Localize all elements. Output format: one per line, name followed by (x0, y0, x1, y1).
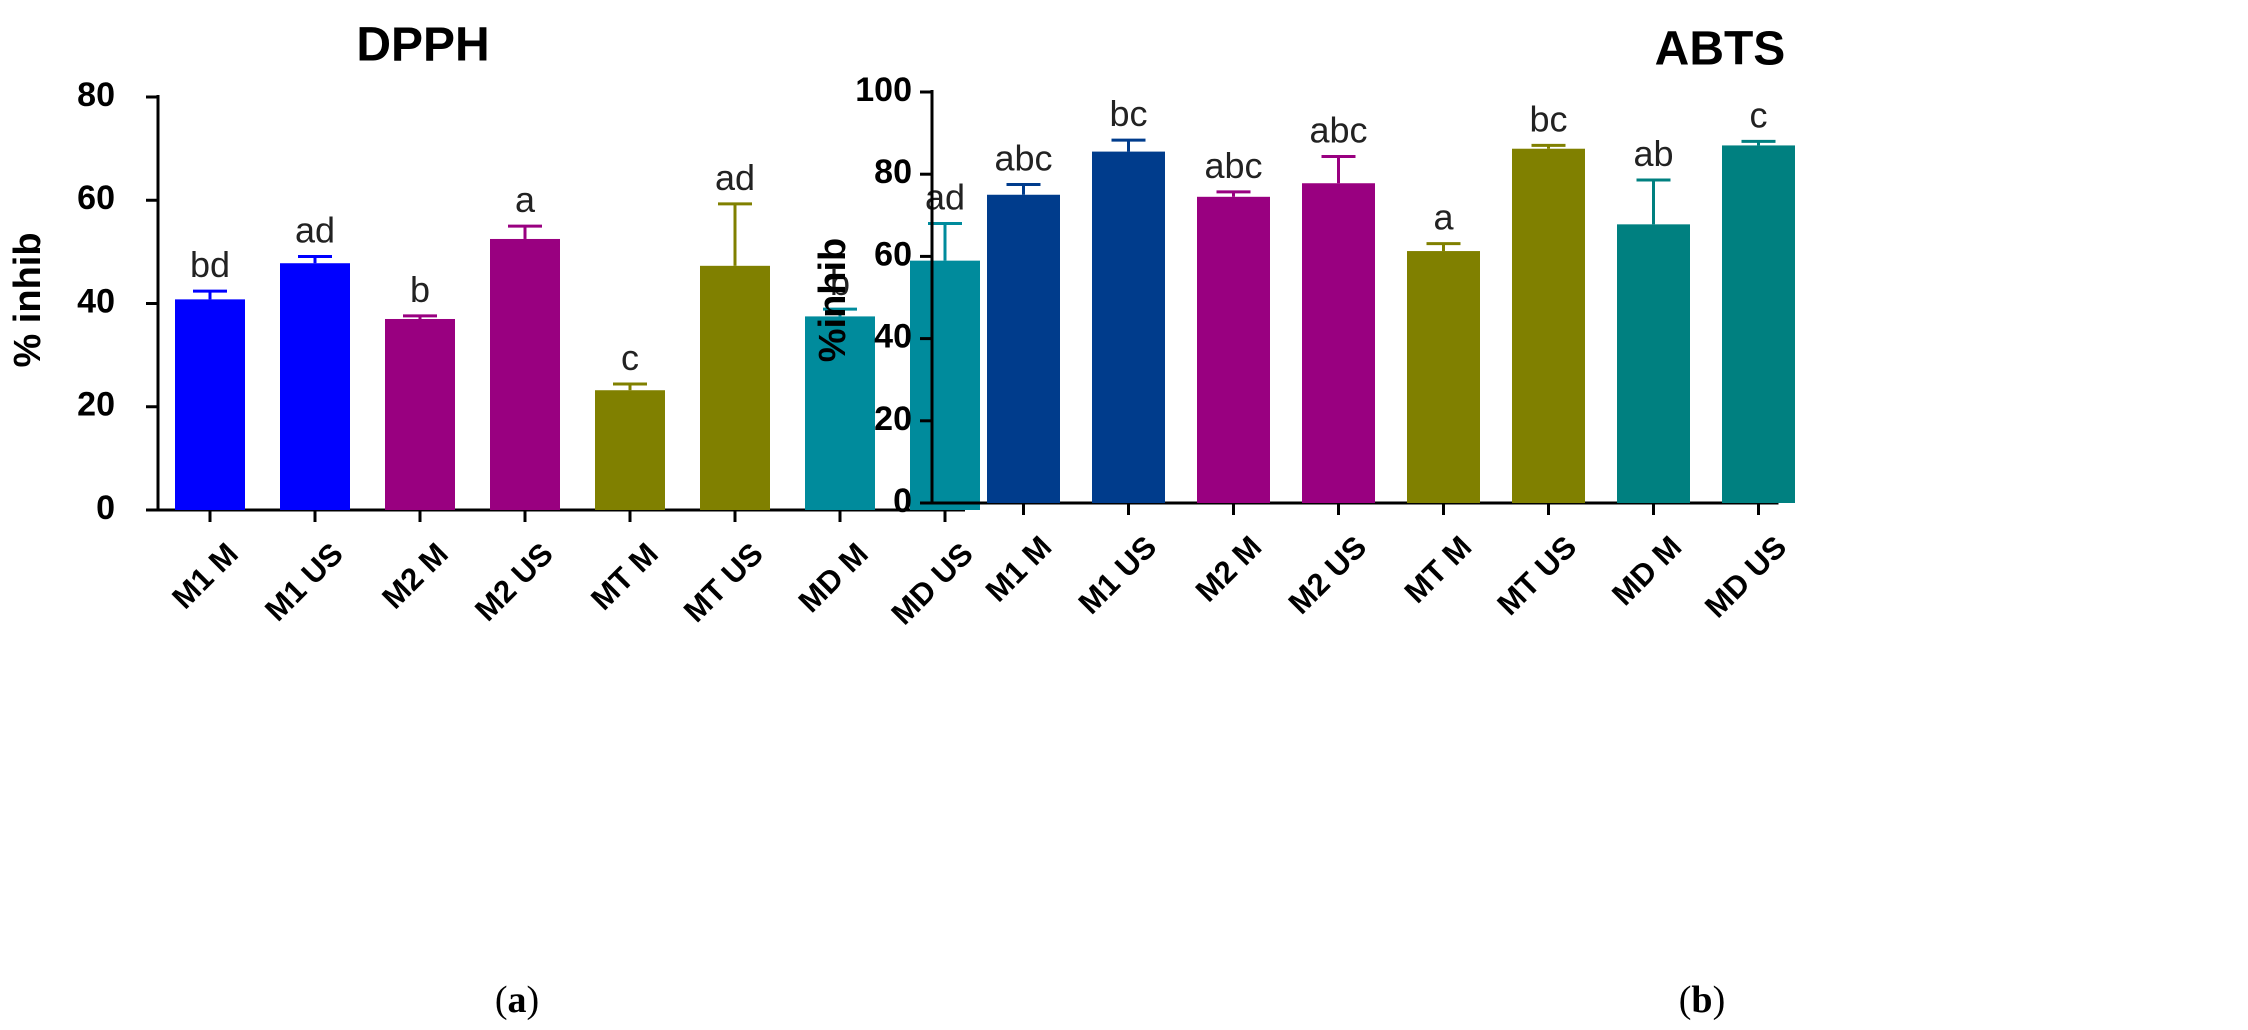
bar (1512, 148, 1585, 503)
y-tick-label: 60 (874, 235, 912, 273)
significance-label: a (515, 179, 536, 220)
category-label: MT US (1490, 529, 1583, 622)
category-label: MT M (1398, 529, 1479, 610)
significance-label: abc (1204, 145, 1262, 186)
category-label: M1 US (1072, 529, 1164, 621)
y-tick-label: 60 (77, 179, 115, 217)
category-label: M2 US (1282, 529, 1374, 621)
category-label: MD US (884, 536, 979, 631)
y-tick-label: 100 (855, 71, 912, 109)
y-tick-label: 80 (874, 153, 912, 191)
bar (1092, 151, 1165, 503)
significance-label: abc (994, 137, 1052, 178)
y-tick-label: 40 (77, 282, 115, 320)
category-label: M1 M (979, 529, 1059, 609)
chart-title: DPPH (356, 19, 489, 72)
bar (1722, 145, 1795, 503)
significance-label: abc (1309, 110, 1367, 151)
bar (1197, 196, 1270, 503)
y-tick-label: 0 (893, 482, 912, 520)
y-tick-label: 80 (77, 76, 115, 114)
significance-label: b (830, 262, 850, 303)
bar (987, 194, 1060, 503)
category-label: MD US (1698, 529, 1793, 624)
category-label: MD M (1605, 529, 1688, 612)
significance-label: c (1750, 94, 1768, 135)
category-label: M2 US (468, 536, 560, 628)
significance-label: c (621, 337, 639, 378)
category-label: M2 M (1189, 529, 1269, 609)
category-label: M1 US (258, 536, 350, 628)
bar (805, 316, 875, 510)
bar (175, 299, 245, 510)
panel-b-caption: (b) (1679, 979, 1725, 1021)
significance-label: bd (190, 244, 230, 285)
y-tick-label: 0 (96, 489, 115, 527)
significance-label: bc (1529, 98, 1567, 139)
category-label: MT US (677, 536, 770, 629)
bar (1302, 183, 1375, 503)
bar (1617, 224, 1690, 504)
y-axis-label: %inhib (812, 238, 854, 363)
bar (595, 390, 665, 510)
bar (700, 265, 770, 510)
significance-label: ad (715, 157, 755, 198)
bar (910, 260, 980, 510)
panel-a-caption: (a) (495, 979, 539, 1021)
y-axis-label: % inhib (7, 232, 49, 367)
significance-label: a (1433, 197, 1454, 238)
category-label: MT M (584, 536, 665, 617)
significance-label: ad (295, 210, 335, 251)
y-tick-label: 40 (874, 318, 912, 356)
category-label: M1 M (165, 536, 245, 616)
bar (385, 318, 455, 510)
category-label: MD M (792, 536, 875, 619)
bar (280, 263, 350, 510)
significance-label: ab (1633, 133, 1673, 174)
significance-label: bc (1109, 93, 1147, 134)
bar (1407, 251, 1480, 503)
chart-title: ABTS (1655, 23, 1786, 76)
bar (490, 238, 560, 510)
y-tick-label: 20 (77, 386, 115, 424)
y-tick-label: 20 (874, 400, 912, 438)
category-label: M2 M (375, 536, 455, 616)
significance-label: b (410, 269, 430, 310)
